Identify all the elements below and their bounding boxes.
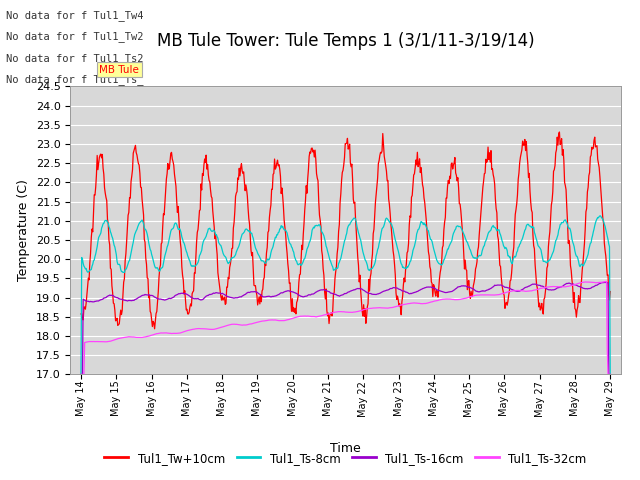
X-axis label: Time: Time xyxy=(330,442,361,455)
Text: No data for f Tul1_Ts_: No data for f Tul1_Ts_ xyxy=(6,74,144,85)
Y-axis label: Temperature (C): Temperature (C) xyxy=(17,180,30,281)
Text: MB Tule: MB Tule xyxy=(99,65,139,75)
Legend: Tul1_Tw+10cm, Tul1_Ts-8cm, Tul1_Ts-16cm, Tul1_Ts-32cm: Tul1_Tw+10cm, Tul1_Ts-8cm, Tul1_Ts-16cm,… xyxy=(100,447,591,469)
Text: No data for f Tul1_Tw4: No data for f Tul1_Tw4 xyxy=(6,10,144,21)
Text: No data for f Tul1_Tw2: No data for f Tul1_Tw2 xyxy=(6,31,144,42)
Text: No data for f Tul1_Ts2: No data for f Tul1_Ts2 xyxy=(6,53,144,64)
Text: MB Tule Tower: Tule Temps 1 (3/1/11-3/19/14): MB Tule Tower: Tule Temps 1 (3/1/11-3/19… xyxy=(157,33,534,50)
